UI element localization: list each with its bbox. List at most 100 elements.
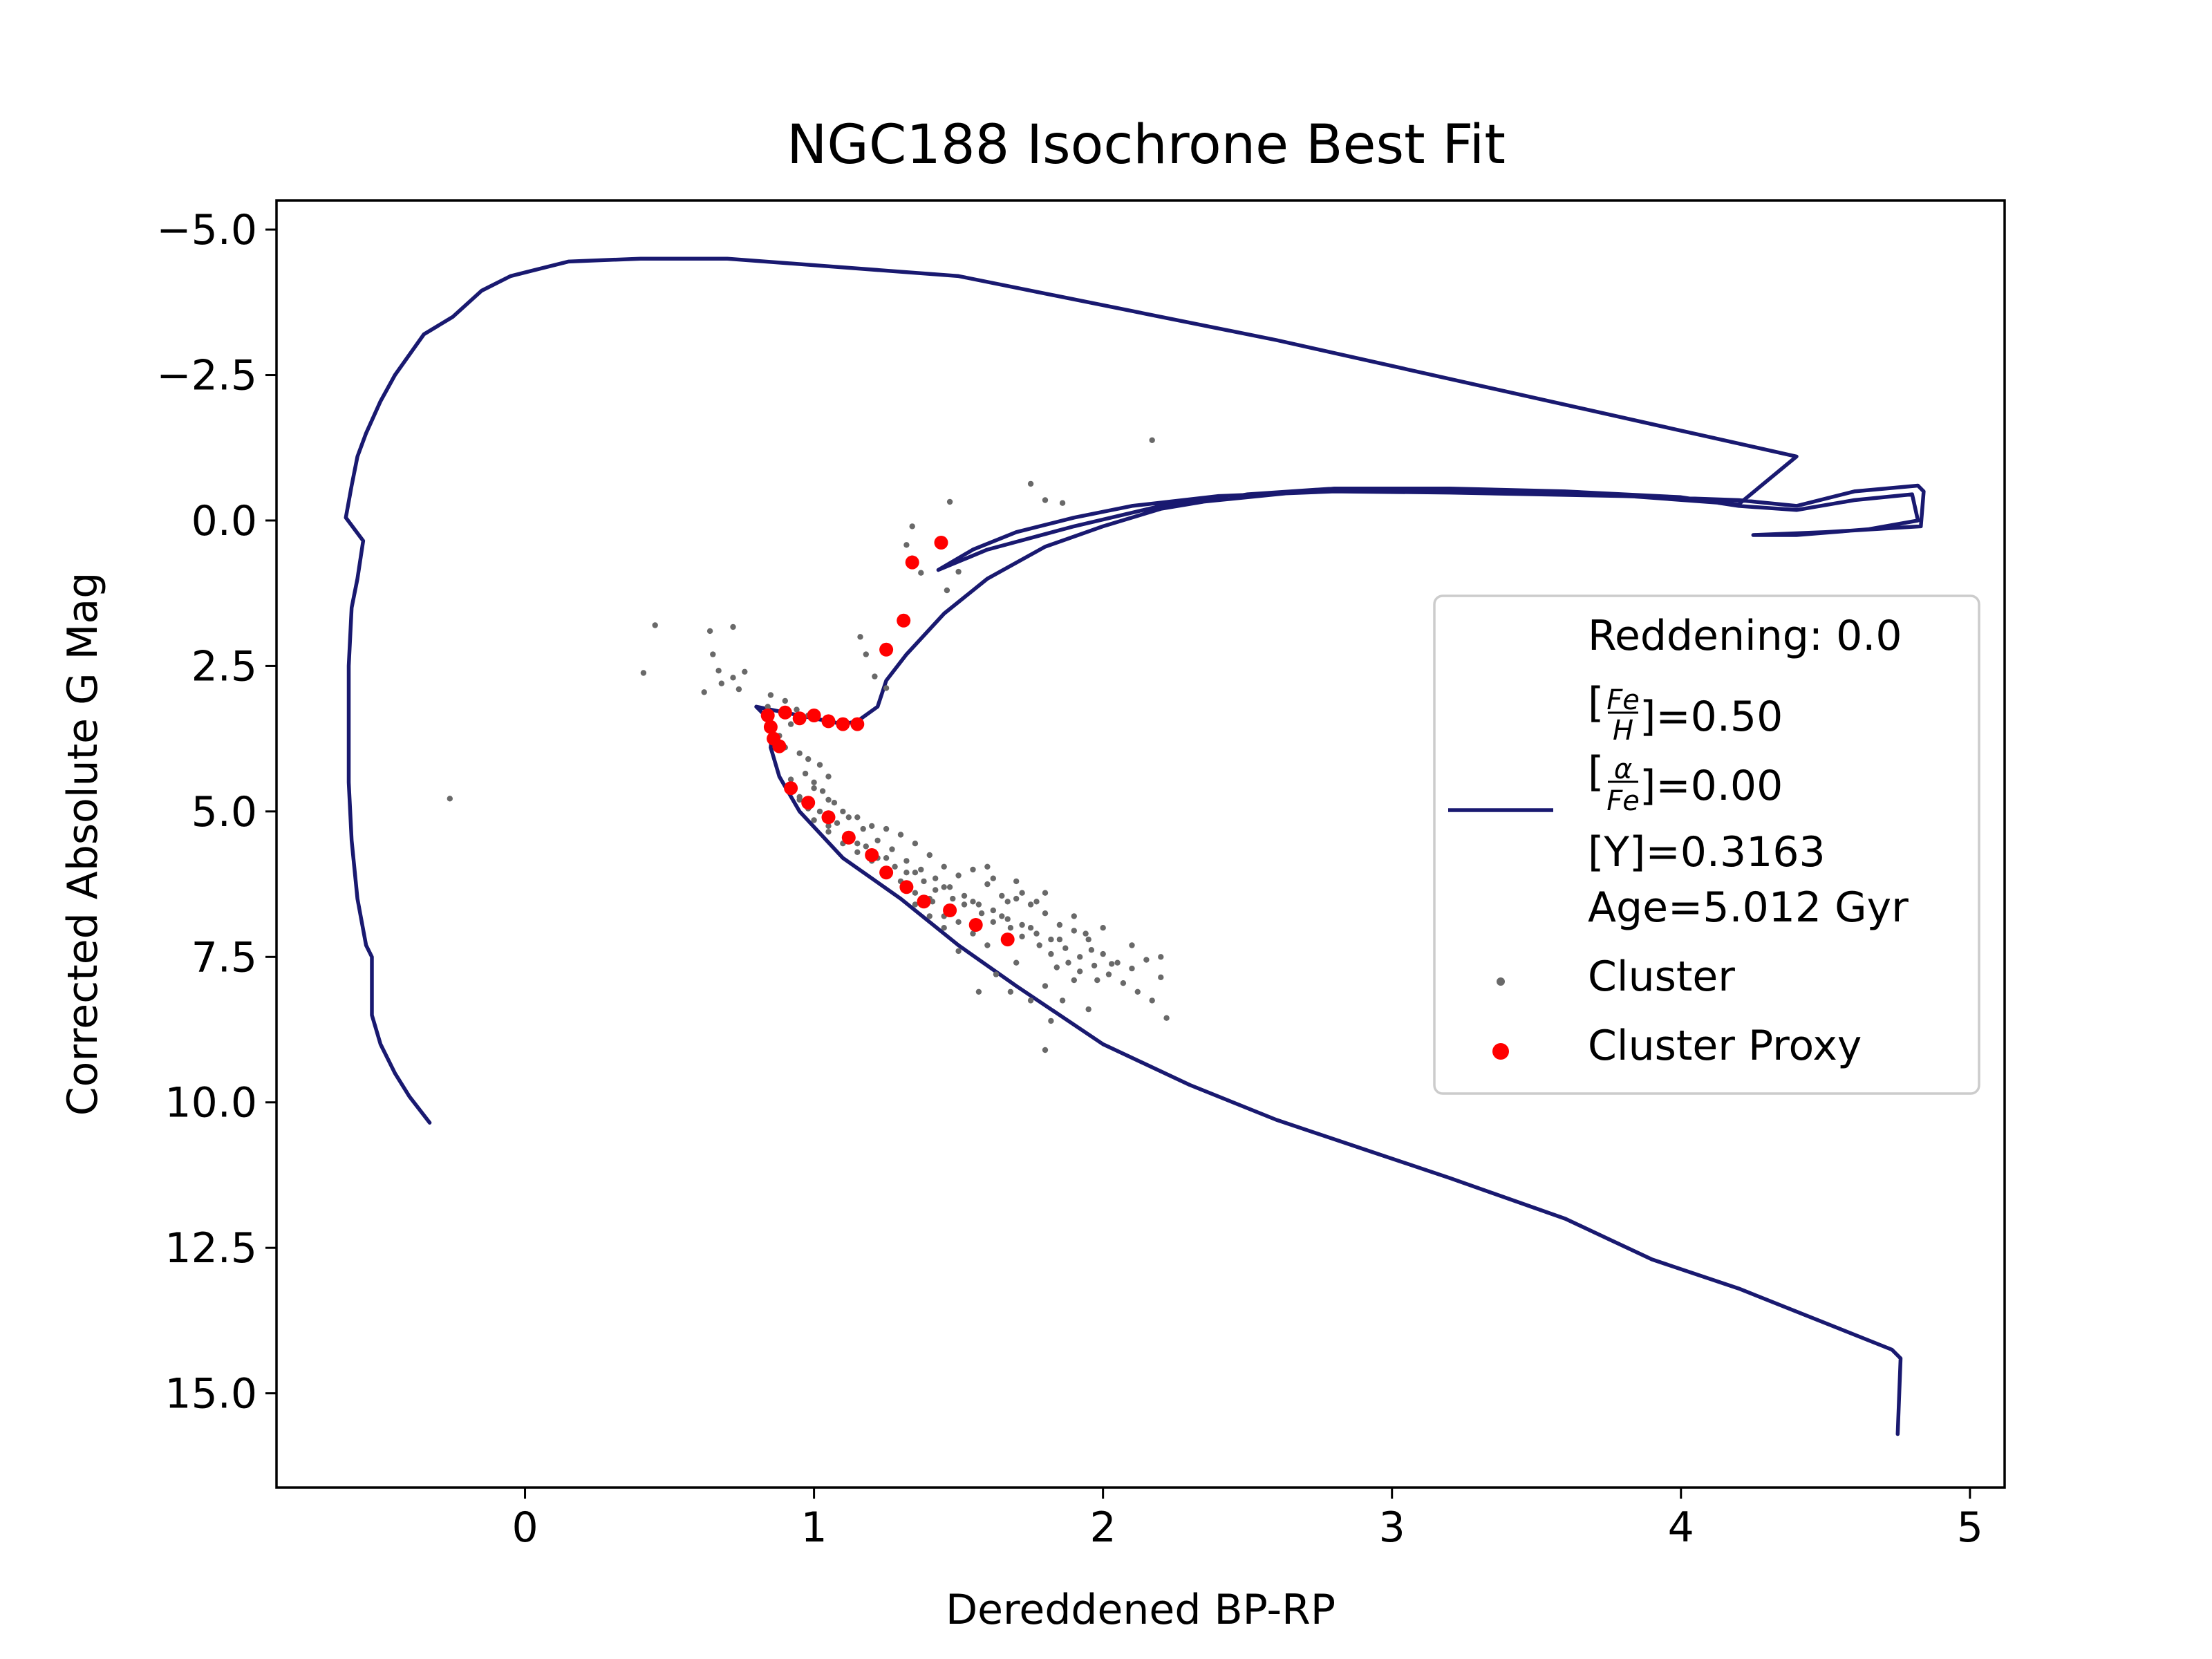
cluster-proxy-point [841,830,856,845]
y-tick-label: 12.5 [165,1224,257,1273]
y-tick-label: 7.5 [191,933,257,982]
cluster-point [990,919,997,926]
cluster-point [1036,942,1042,948]
cluster-proxy-point [917,894,931,909]
legend-proxy-swatch [1492,1043,1509,1060]
cluster-point [787,721,794,727]
cluster-point [730,624,736,630]
cluster-point [1071,928,1078,934]
cluster-point [961,892,968,899]
cluster-point [1042,1047,1049,1053]
legend-age: Age=5.012 Gyr [1588,883,1909,932]
cluster-point [903,870,910,876]
legend-alpha-open-bracket: [ [1588,748,1604,796]
cluster-point [845,814,852,821]
y-tick-label: 10.0 [165,1079,257,1127]
cluster-proxy-point [784,781,798,796]
cluster-proxy-point [778,705,792,720]
cluster-point [970,930,976,937]
cluster-point [1019,933,1025,940]
axis-ticks: 0 1 2 3 4 5 −5.0 −2.5 0.0 2.5 5.0 7.5 10.0 12.5 15.0 [156,206,1983,1552]
cluster-point [1007,988,1014,995]
cluster-point [735,686,742,693]
cluster-point [999,892,1005,899]
y-axis-label: Corrected Absolute G Mag [59,572,107,1116]
cluster-point [796,794,803,800]
cluster-proxy-point [899,880,914,894]
cluster-proxy-point [968,918,983,932]
cluster-point [978,910,985,917]
cluster-point [970,899,976,905]
cluster-point [932,887,939,893]
cluster-proxy-point [879,865,894,880]
cluster-point [1077,954,1083,960]
cluster-point [1071,977,1078,984]
cluster-point [918,570,924,576]
cluster-point [1004,916,1011,922]
cluster-point [802,770,809,777]
legend-feh-open-bracket: [ [1588,679,1604,727]
cluster-point [1082,930,1089,937]
cluster-point [921,878,927,885]
cluster-point [909,523,915,529]
cluster-point [1027,480,1034,487]
cluster-point [897,832,904,838]
cluster-proxy-point [905,555,919,570]
cluster-point [1027,901,1034,908]
cluster-proxy-point [1000,932,1015,947]
x-axis-label: Dereddened BP-RP [946,1586,1335,1634]
cluster-point [831,800,838,806]
cluster-point [944,587,950,594]
cluster-proxy-point [850,717,865,731]
cluster-point [1059,500,1066,506]
cluster-proxy-point [879,642,894,657]
cluster-point [1004,899,1011,905]
legend-cluster-label: Cluster [1588,953,1735,1001]
cluster-point [1163,1015,1170,1021]
y-tick-label: 5.0 [191,788,257,836]
cluster-point [1105,971,1112,977]
cluster-point [863,651,870,657]
cluster-point [1077,968,1083,975]
cluster-point [1129,965,1135,972]
cluster-point [819,788,826,794]
cluster-point [710,651,716,657]
y-tick-label: −5.0 [156,206,257,254]
legend-alpha-denominator: Fe [1606,785,1640,817]
cluster-proxy-point [792,711,807,726]
cluster-point [854,814,861,821]
legend-cluster-swatch [1497,977,1505,986]
cluster-point [874,837,881,844]
cluster-proxy-point [934,536,948,550]
cluster-point [1007,925,1014,931]
cluster-point [999,913,1005,919]
cluster-point [872,673,878,679]
cluster-point [1091,962,1098,969]
cluster-point [718,680,725,686]
chart-title: NGC188 Isochrone Best Fit [787,114,1506,176]
cluster-point [742,668,748,675]
cluster-point [932,875,939,881]
cluster-point [1062,945,1069,951]
cluster-proxy-point [836,717,850,731]
cluster-point [1056,921,1063,928]
cluster-point [929,899,936,905]
cluster-point [652,622,658,628]
cluster-point [990,907,997,914]
cluster-point [1027,925,1034,931]
cluster-point [1149,437,1155,443]
cluster-point [825,774,832,780]
cluster-point [918,866,924,873]
cluster-point [990,875,997,881]
cluster-proxy-point [760,709,775,722]
x-tick-label: 3 [1379,1503,1405,1552]
plot-area [344,256,1926,1436]
cluster-point [993,971,1000,977]
isochrone-line [344,256,1926,1436]
cluster-point [1042,890,1049,896]
cluster-point [903,542,910,548]
cluster-point [984,942,991,948]
cluster-point [1071,913,1078,919]
legend-box [1433,594,1980,1095]
cluster-point [975,901,982,908]
